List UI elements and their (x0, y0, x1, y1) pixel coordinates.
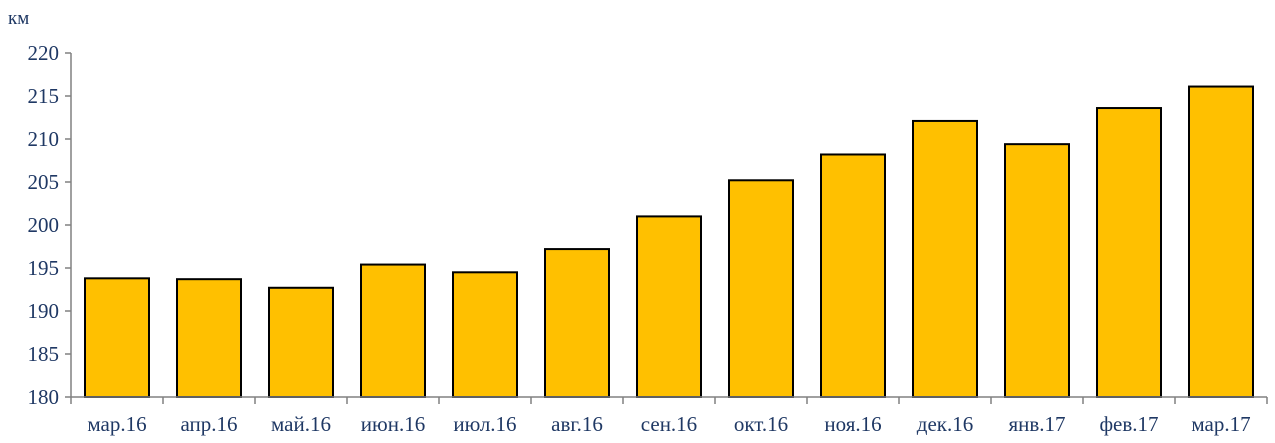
bar (636, 215, 702, 398)
bar (176, 278, 242, 398)
bar (1096, 107, 1162, 398)
x-category-label: авг.16 (551, 412, 603, 436)
y-tick-label: 200 (28, 213, 60, 237)
y-tick-label: 220 (28, 41, 60, 65)
y-tick-label: 180 (28, 385, 60, 409)
y-tick-label: 205 (28, 170, 60, 194)
bar (728, 179, 794, 398)
x-category-label: апр.16 (180, 412, 237, 436)
bar (360, 263, 426, 398)
bar (820, 153, 886, 398)
x-category-label: ноя.16 (824, 412, 881, 436)
bars (84, 85, 1254, 399)
y-axis-unit-label: км (8, 8, 29, 29)
x-category-label: янв.17 (1008, 412, 1065, 436)
y-tick-label: 195 (28, 256, 60, 280)
x-category-label: мар.16 (87, 412, 146, 436)
bar (912, 119, 978, 398)
x-category-label: окт.16 (734, 412, 788, 436)
y-tick-label: 215 (28, 84, 60, 108)
x-category-label: сен.16 (641, 412, 697, 436)
x-category-label: июн.16 (361, 412, 425, 436)
y-tick-label: 185 (28, 342, 60, 366)
x-axis: мар.16 апр.16 май.16 июн.16 июл.16 авг.16 сен.… (70, 396, 1268, 436)
x-category-label: фев.17 (1099, 412, 1158, 436)
y-tick-label: 190 (28, 299, 60, 323)
bar (1188, 85, 1254, 398)
x-category-label: дек.16 (917, 412, 973, 436)
bar (84, 277, 150, 399)
x-category-label: июл.16 (453, 412, 516, 436)
x-category-label: май.16 (271, 412, 331, 436)
y-tick-label: 210 (28, 127, 60, 151)
bar (452, 271, 518, 398)
bar (268, 286, 334, 398)
bar (1004, 143, 1070, 398)
x-category-label: мар.17 (1191, 412, 1250, 436)
y-axis: 180 185 190 195 200 205 210 215 220 (28, 41, 72, 409)
bar (544, 248, 610, 398)
